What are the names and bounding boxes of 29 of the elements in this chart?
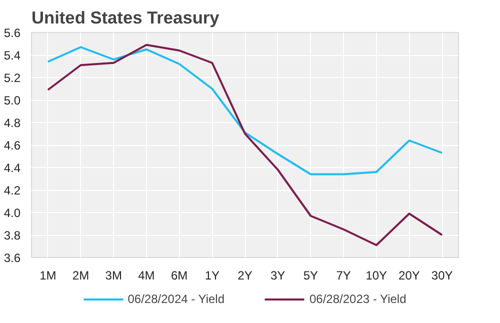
x-tick-label: 1M xyxy=(40,268,56,282)
y-tick-label: 5.0 xyxy=(4,94,21,108)
x-tick-label: 3M xyxy=(105,268,122,282)
legend-label: 06/28/2023 - Yield xyxy=(310,292,406,306)
x-tick-label: 30Y xyxy=(431,268,453,282)
y-tick-label: 4.0 xyxy=(4,206,21,220)
legend-label: 06/28/2024 - Yield xyxy=(128,292,224,306)
line-series xyxy=(46,44,444,246)
x-tick-label: 5Y xyxy=(303,268,318,282)
y-tick-label: 3.6 xyxy=(4,251,21,265)
y-tick-label: 5.2 xyxy=(4,71,21,85)
y-tick-label: 4.6 xyxy=(4,138,21,152)
y-tick-label: 4.2 xyxy=(4,184,21,198)
x-tick-label: 3Y xyxy=(270,268,286,282)
x-tick-label: 1Y xyxy=(204,268,220,282)
y-tick-label: 5.6 xyxy=(4,26,21,40)
x-tick-label: 20Y xyxy=(398,268,420,282)
line-series xyxy=(46,46,444,176)
x-tick-label: 2M xyxy=(72,268,90,282)
y-tick-label: 4.8 xyxy=(4,116,21,130)
x-tick-label: 10Y xyxy=(366,268,388,282)
y-tick-label: 5.4 xyxy=(4,48,21,62)
x-tick-label: 2Y xyxy=(238,268,252,282)
y-tick-label: 3.8 xyxy=(4,228,21,242)
x-tick-label: 6M xyxy=(170,268,188,282)
x-tick-label: 7Y xyxy=(336,268,351,282)
y-tick-label: 4.4 xyxy=(4,161,21,175)
x-tick-label: 4M xyxy=(138,268,155,282)
chart-title: United States Treasury xyxy=(32,8,220,28)
